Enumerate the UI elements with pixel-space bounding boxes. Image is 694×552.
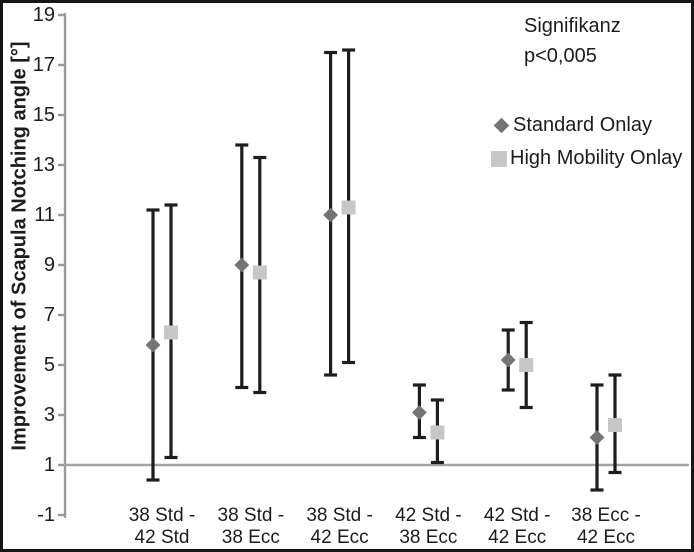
x-category-line1: 38 Ecc -	[571, 505, 641, 526]
x-category-line1: 38 Std -	[217, 505, 285, 526]
y-tick-label: 17	[32, 54, 55, 76]
y-tick-label: -1	[37, 504, 55, 526]
y-tick-label: 5	[43, 354, 55, 376]
y-tick-label: 1	[43, 454, 55, 476]
data-point-square	[519, 358, 534, 372]
y-tick-label: 19	[32, 4, 55, 26]
y-tick-label: 7	[43, 304, 55, 326]
legend-label-high-mobility-onlay: High Mobility Onlay	[510, 147, 683, 169]
data-point-diamond	[411, 405, 427, 420]
x-category-label: 38 Std -42 Ecc	[274, 505, 406, 549]
y-tick-label: 11	[34, 204, 55, 226]
y-tick-label: 13	[32, 154, 55, 176]
legend-item-high-mobility-onlay: High Mobility Onlay	[489, 142, 682, 175]
x-category-line2: 42 Std	[134, 527, 190, 548]
significance-annotation: Signifikanz p<0,005	[524, 11, 621, 71]
y-tick-label: 3	[43, 404, 55, 426]
x-category-label: 38 Std -38 Ecc	[185, 505, 317, 549]
x-category-line2: 42 Ecc	[310, 527, 369, 548]
x-category-line2: 38 Ecc	[221, 527, 280, 548]
diamond-marker-icon	[493, 117, 510, 134]
data-point-diamond	[500, 352, 516, 368]
x-category-line1: 38 Std -	[306, 505, 373, 526]
significance-line1: Signifikanz	[524, 15, 621, 37]
data-point-square	[164, 325, 178, 340]
significance-line2: p<0,005	[524, 45, 597, 67]
x-category-line1: 38 Std -	[128, 505, 196, 526]
x-category-label: 42 Std -38 Ecc	[362, 505, 494, 549]
data-point-diamond	[323, 207, 339, 223]
x-category-label: 38 Std -42 Std	[96, 505, 228, 549]
legend-item-standard-onlay: Standard Onlay	[489, 109, 682, 142]
square-marker-icon	[491, 150, 507, 167]
y-tick-label: 15	[32, 104, 55, 126]
x-category-label: 38 Ecc -42 Ecc	[540, 505, 672, 549]
data-point-diamond	[589, 430, 605, 445]
x-category-label: 42 Std -42 Ecc	[451, 505, 583, 549]
data-point-diamond	[234, 257, 250, 273]
x-category-line2: 38 Ecc	[399, 527, 458, 548]
y-tick-label: 9	[43, 254, 55, 276]
x-category-line2: 42 Ecc	[488, 527, 547, 548]
data-point-square	[252, 265, 267, 280]
x-category-line2: 42 Ecc	[576, 527, 636, 548]
x-category-line1: 42 Std -	[395, 505, 462, 526]
legend: Standard Onlay High Mobility Onlay	[489, 109, 682, 175]
legend-label-standard-onlay: Standard Onlay	[513, 114, 652, 136]
plot-canvas	[58, 13, 689, 518]
data-point-square	[341, 200, 356, 215]
data-point-square	[430, 425, 445, 440]
x-category-line1: 42 Std -	[483, 505, 551, 526]
data-point-diamond	[145, 337, 161, 353]
data-point-square	[608, 418, 622, 432]
